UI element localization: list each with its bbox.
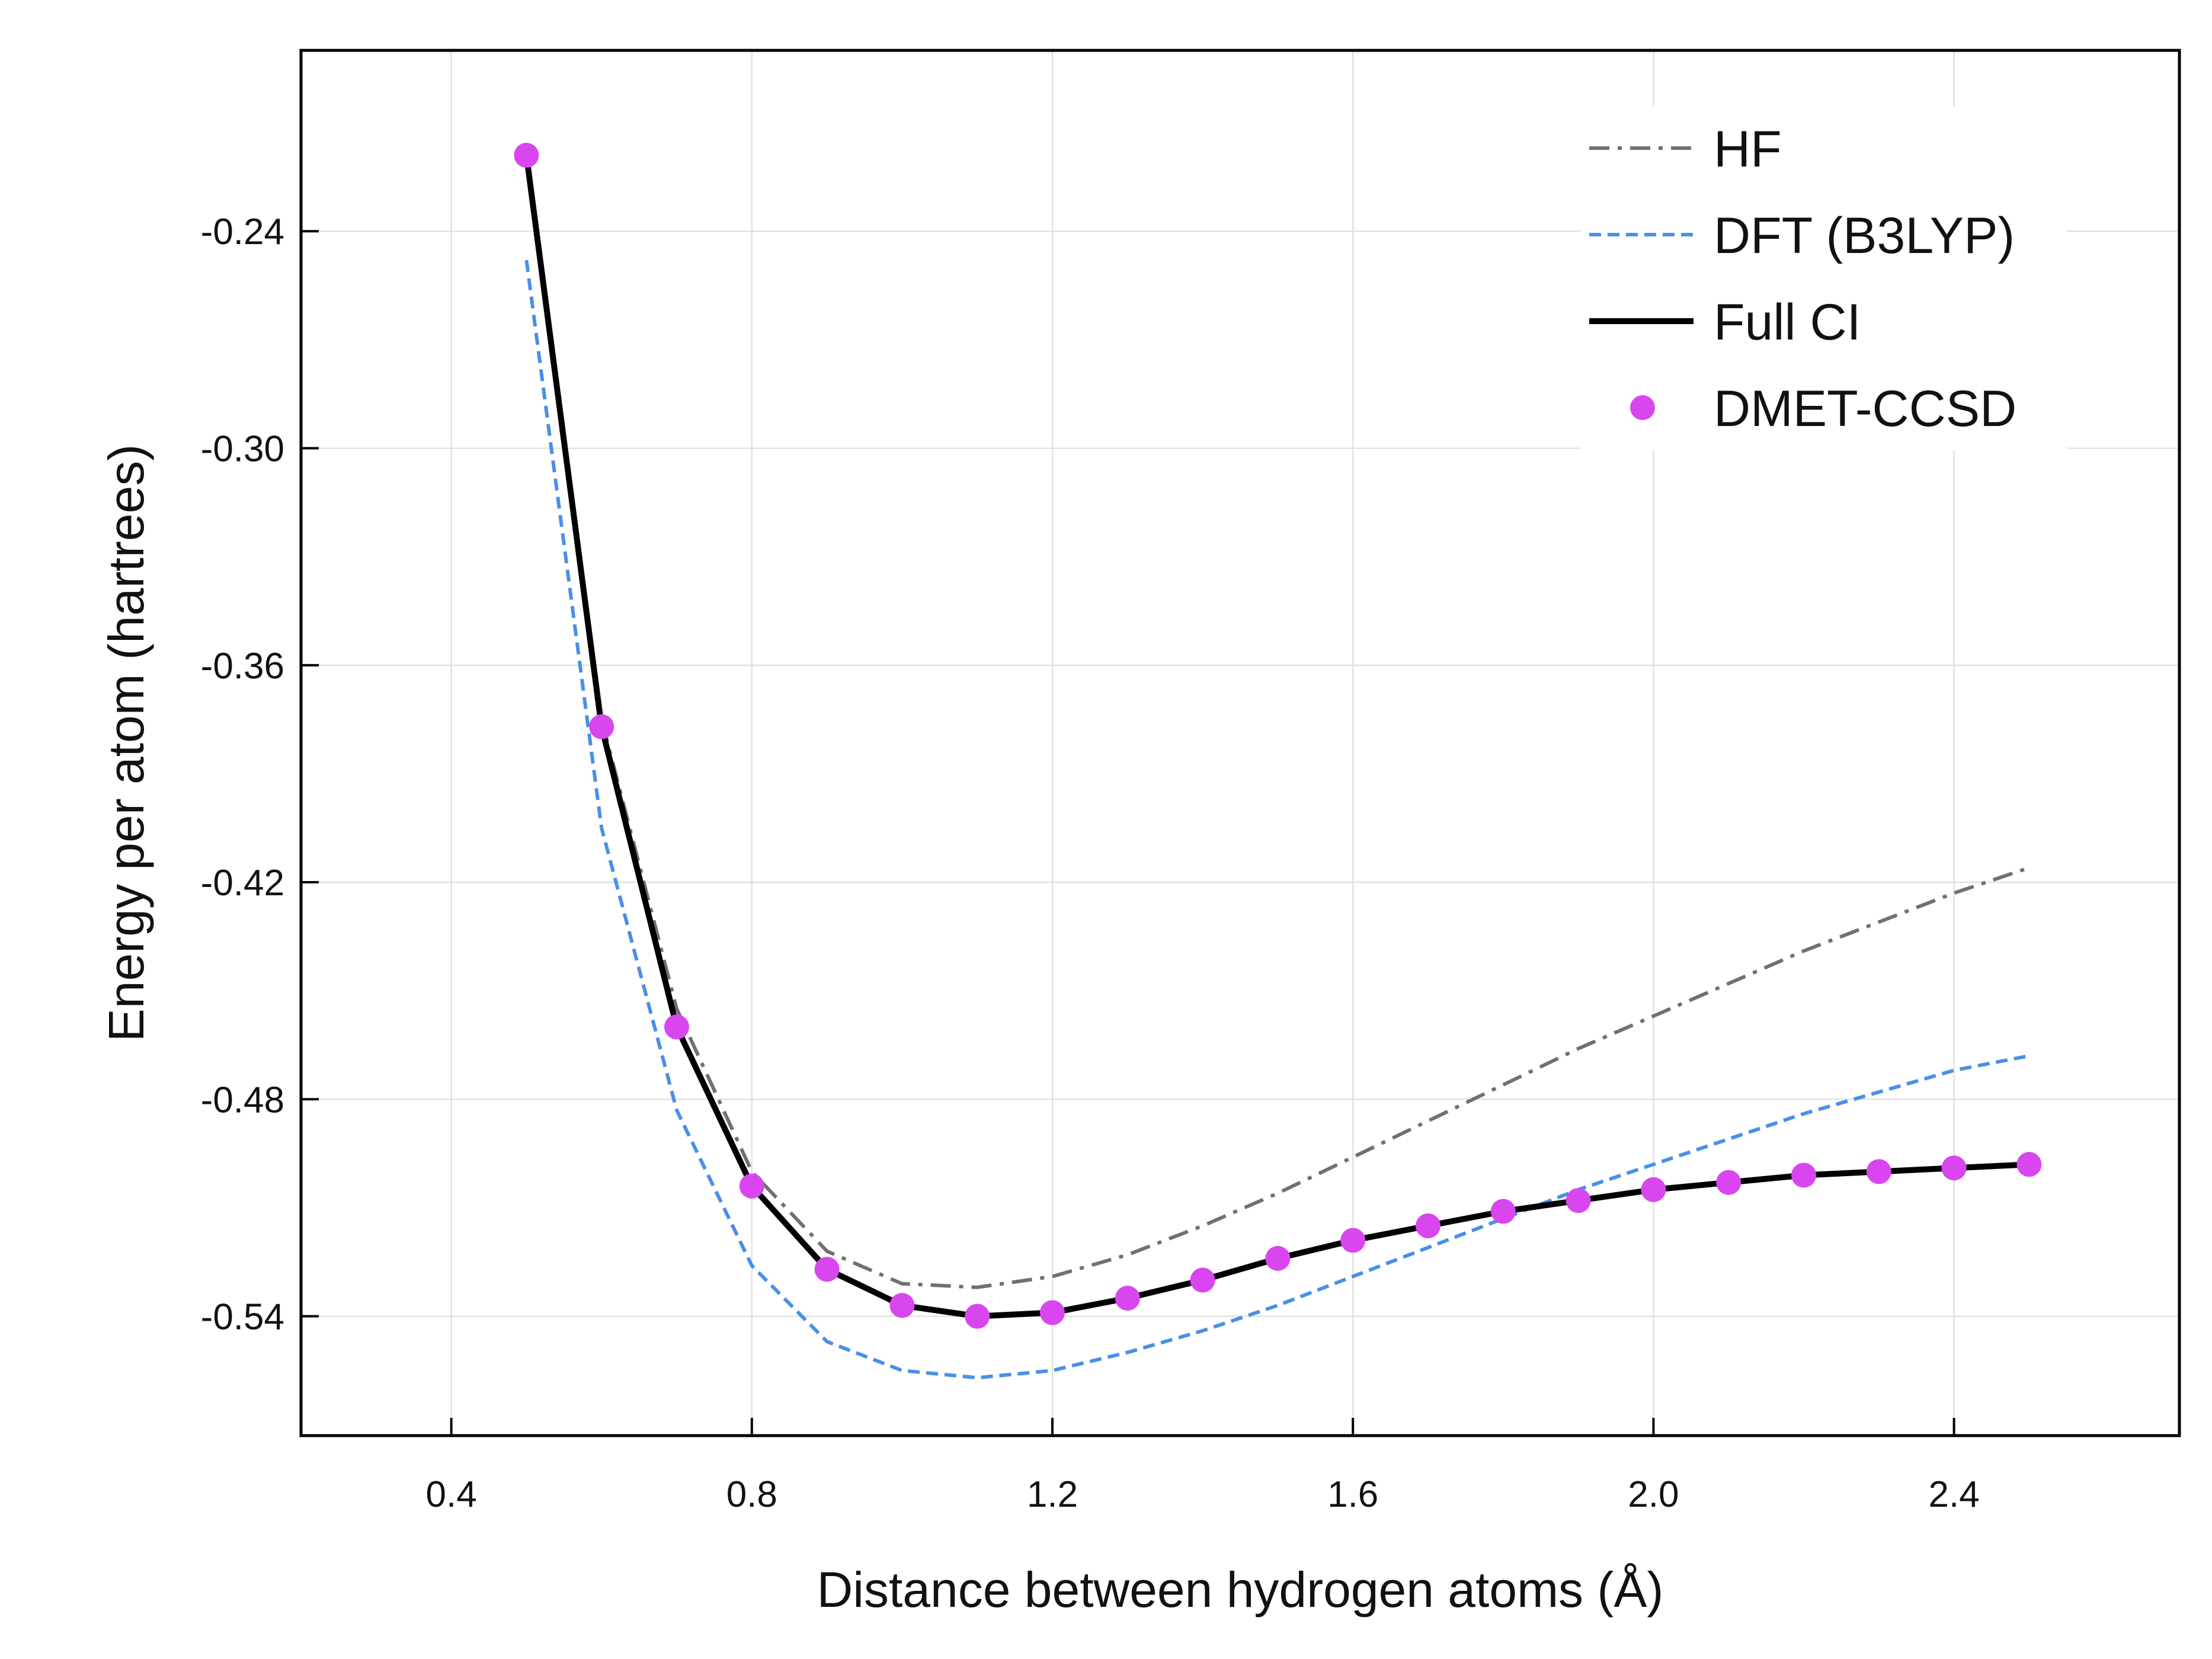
dmet-ccsd-point: [2016, 1152, 2042, 1177]
dmet-ccsd-point: [1190, 1267, 1215, 1293]
legend-label-dmet-ccsd: DMET-CCSD: [1714, 380, 2016, 437]
x-tick-label: 2.4: [1928, 1474, 1979, 1515]
dft-b3lyp-line: [524, 260, 2029, 1380]
dmet-ccsd-point: [1040, 1300, 1065, 1325]
dmet-ccsd-point: [1265, 1245, 1291, 1271]
dmet-ccsd-point: [889, 1293, 915, 1318]
x-tick-label: 0.4: [425, 1474, 476, 1515]
dmet-ccsd-point: [965, 1304, 990, 1329]
dmet-ccsd-point: [514, 143, 539, 168]
dmet-ccsd-point: [1115, 1286, 1140, 1311]
legend-label-dft-b3lyp: DFT (B3LYP): [1714, 207, 2015, 264]
x-axis-title: Distance between hydrogen atoms (Å): [817, 1562, 1664, 1618]
dmet-ccsd-point: [1416, 1213, 1440, 1238]
y-tick-label: -0.24: [201, 212, 284, 252]
legend: HF DFT (B3LYP) Full CI DMET-CCSD: [1581, 107, 2067, 450]
y-tick-label: -0.54: [201, 1297, 284, 1338]
y-tick-label: -0.36: [201, 646, 284, 687]
dmet-ccsd-point: [1340, 1228, 1366, 1253]
dmet-ccsd-point: [739, 1173, 764, 1199]
x-tick-label: 1.6: [1327, 1474, 1378, 1515]
legend-marker-dmet-ccsd: [1630, 395, 1655, 420]
hf-line: [524, 155, 2030, 1289]
legend-label-hf: HF: [1714, 121, 1782, 178]
dmet-ccsd-point: [1941, 1155, 1967, 1181]
x-tick-label: 1.2: [1027, 1474, 1078, 1515]
axis-ticks: 0.4 0.8 1.2 1.6 2.0 2.4 -0.24 -0.30 -0.36 -0.42 -0…: [201, 212, 1980, 1515]
dmet-ccsd-point: [589, 714, 614, 739]
series-layer: [514, 143, 2042, 1380]
dmet-ccsd-point: [664, 1014, 689, 1040]
plot-frame: [299, 49, 2181, 1437]
dmet-ccsd-point: [814, 1257, 840, 1282]
gridlines: [301, 50, 2179, 1436]
dmet-ccsd-point: [1716, 1170, 1742, 1195]
dmet-ccsd-point: [1866, 1159, 1891, 1184]
x-tick-label: 0.8: [726, 1474, 777, 1515]
y-tick-label: -0.42: [201, 863, 284, 904]
dmet-ccsd-point: [1566, 1188, 1591, 1213]
legend-box: [1581, 107, 2067, 450]
dmet-ccsd-point: [1490, 1199, 1516, 1224]
y-tick-label: -0.48: [201, 1080, 284, 1120]
legend-label-full-ci: Full CI: [1714, 294, 1861, 351]
y-axis-title: Energy per atom (hartrees): [98, 444, 154, 1042]
dmet-ccsd-point: [1641, 1177, 1666, 1202]
x-tick-label: 2.0: [1628, 1474, 1679, 1515]
dmet-ccsd-point: [1791, 1162, 1816, 1188]
y-tick-label: -0.30: [201, 428, 284, 469]
